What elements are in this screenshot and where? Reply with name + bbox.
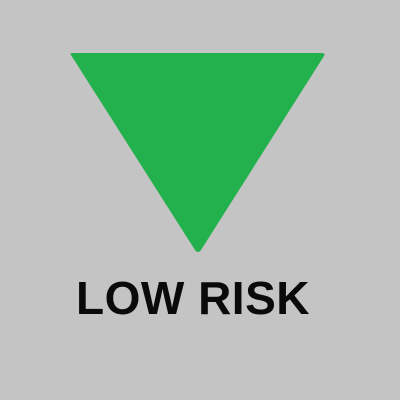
risk-label: LOW RISK [76, 272, 310, 324]
